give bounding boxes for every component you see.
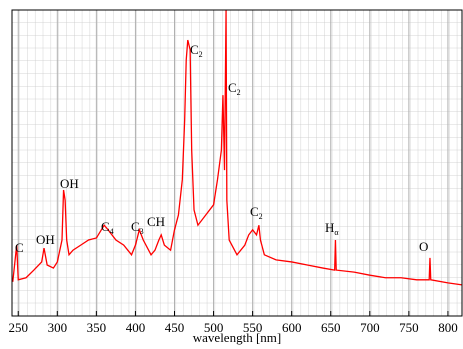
annotation-text: OH <box>36 232 55 247</box>
annotation-text: C <box>131 219 140 234</box>
x-tick-label: 450 <box>165 320 185 335</box>
plot-frame <box>11 9 463 317</box>
x-tick-label: 600 <box>282 320 302 335</box>
annotation-text: C <box>250 204 259 219</box>
x-tick-label: 700 <box>360 320 380 335</box>
annotation: C <box>15 240 24 255</box>
annotation-text: C <box>228 80 237 95</box>
annotation-sub: 2 <box>199 50 203 59</box>
annotation-sub: 3 <box>140 227 144 236</box>
x-tick-label: 800 <box>438 320 458 335</box>
x-tick-label: 550 <box>243 320 263 335</box>
annotation-text: H <box>325 220 334 235</box>
annotation-sub: α <box>334 228 339 237</box>
grid <box>17 10 449 316</box>
annotation-sub: 2 <box>237 88 241 97</box>
annotation: C2 <box>250 204 263 221</box>
x-tick-label: 300 <box>48 320 68 335</box>
minor-grid <box>12 10 462 316</box>
annotation: Hα <box>325 220 339 237</box>
x-tick-label: 650 <box>321 320 341 335</box>
annotation-text: OH <box>60 176 79 191</box>
annotation: C3 <box>131 219 144 236</box>
annotation-sub: 2 <box>259 212 263 221</box>
x-axis-label: wavelength [nm] <box>193 330 281 345</box>
x-tick-label: 500 <box>204 320 224 335</box>
annotation-text: C <box>101 219 110 234</box>
annotation-text: O <box>419 239 428 254</box>
annotation: C4 <box>101 219 114 236</box>
annotation-text: CH <box>147 214 165 229</box>
annotation: CH <box>147 214 165 229</box>
annotation: C2 <box>228 80 241 97</box>
annotation-sub: 4 <box>110 227 114 236</box>
annotation-text: C <box>15 240 24 255</box>
x-tick-label: 400 <box>126 320 146 335</box>
x-tick-label: 750 <box>399 320 419 335</box>
x-tick-label: 250 <box>9 320 29 335</box>
annotation: C2 <box>190 42 203 59</box>
x-tick-label: 350 <box>87 320 107 335</box>
annotation: OH <box>60 176 79 191</box>
annotation: O <box>419 239 428 254</box>
annotation-text: C <box>190 42 199 57</box>
spectrum-line <box>12 9 463 286</box>
annotation: OH <box>36 232 55 247</box>
plot <box>12 9 463 286</box>
